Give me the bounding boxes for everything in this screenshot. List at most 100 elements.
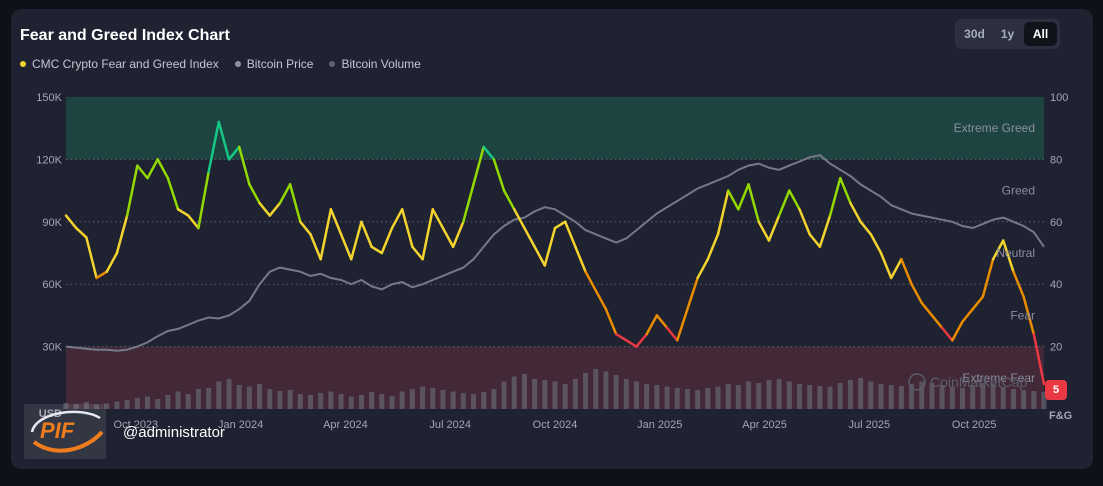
range-button-30d[interactable]: 30d (958, 22, 991, 46)
fear-greed-segment (553, 220, 567, 230)
fear-greed-segment (859, 220, 873, 236)
volume-bar (847, 380, 853, 409)
fear-greed-segment (288, 183, 302, 224)
fear-greed-segment (818, 214, 832, 249)
volume-bar (797, 384, 802, 409)
fear-greed-segment (614, 332, 628, 342)
zone-label-4: Extreme Fear (962, 371, 1035, 385)
volume-bar (226, 379, 232, 409)
volume-bar (898, 386, 904, 409)
volume-bar (430, 388, 436, 409)
fear-greed-segment (900, 257, 913, 286)
fear-greed-segment (278, 183, 292, 205)
volume-bar (460, 393, 466, 409)
volume-bar (297, 394, 303, 409)
fear-greed-segment (339, 233, 353, 261)
volume-bar (389, 396, 395, 409)
current-value-badge: 5 (1045, 380, 1067, 400)
fear-greed-segment (533, 245, 547, 267)
fear-greed-segment (350, 220, 363, 261)
fear-greed-segment (757, 220, 771, 242)
fear-greed-segment (777, 189, 791, 217)
volume-bar (104, 403, 110, 409)
volume-bar (1041, 392, 1047, 409)
volume-bar (878, 384, 884, 409)
volume-bar (379, 394, 385, 409)
volume-bar (654, 385, 660, 409)
volume-bar (308, 395, 313, 409)
legend-label-bitcoin-volume: Bitcoin Volume (341, 57, 421, 71)
volume-bar (532, 379, 538, 409)
right-axis-tick-label: 80 (1050, 154, 1062, 166)
volume-bar (623, 379, 629, 409)
fear-greed-segment (431, 208, 445, 230)
volume-bar (542, 380, 548, 409)
left-axis-tick-label: 120K (36, 154, 62, 166)
legend-item-fear-greed[interactable]: CMC Crypto Fear and Greed Index (20, 57, 219, 71)
fear-greed-segment (207, 120, 221, 174)
volume-bar (837, 383, 843, 409)
fear-greed-segment (74, 226, 88, 239)
volume-bar (807, 385, 813, 409)
fear-greed-segment (839, 176, 852, 205)
zone-band-0 (66, 97, 1044, 160)
volume-bars (63, 369, 1047, 409)
pif-logo-icon: PIF (30, 410, 104, 453)
fear-greed-segment (706, 233, 720, 261)
fear-greed-segment (309, 233, 322, 261)
watermark: CoinMarketCap (908, 373, 1027, 391)
volume-bar (73, 404, 79, 409)
volume-bar (705, 388, 711, 409)
volume-bar (715, 386, 721, 409)
fear-greed-segment (441, 226, 455, 249)
fear-greed-segment (726, 189, 740, 211)
fear-greed-segment (237, 145, 251, 186)
fear-greed-segment (635, 332, 648, 348)
volume-bar (1031, 391, 1037, 409)
legend-item-bitcoin-volume[interactable]: Bitcoin Volume (329, 57, 421, 71)
fear-greed-segment (125, 164, 139, 217)
volume-bar (165, 395, 171, 409)
fear-greed-segment (879, 251, 893, 280)
volume-bar (501, 381, 507, 409)
fear-greed-segment (523, 226, 536, 249)
legend-dot-bitcoin-price (234, 61, 241, 67)
volume-bar (674, 388, 680, 409)
legend-item-bitcoin-price[interactable]: Bitcoin Price (234, 57, 313, 71)
fear-greed-segment (513, 208, 526, 230)
fear-greed-line (64, 120, 1046, 386)
range-button-all[interactable]: All (1024, 22, 1057, 46)
range-button-1y[interactable]: 1y (991, 22, 1024, 46)
volume-bar (735, 385, 741, 409)
zone-labels: Extreme Greed Greed Neutral Fear Extreme Fea… (954, 121, 1035, 385)
fear-greed-segment (268, 201, 282, 217)
volume-bar (83, 402, 89, 409)
volume-bar (644, 384, 650, 409)
fear-greed-segment (421, 208, 434, 261)
x-axis-tick-label: Jul 2025 (849, 419, 891, 431)
volume-bar (858, 378, 864, 409)
volume-bar (746, 381, 752, 409)
fear-greed-segment (543, 226, 557, 267)
zone-label-0: Extreme Greed (954, 121, 1035, 135)
volume-bar (481, 392, 487, 409)
volume-bar (695, 390, 701, 409)
zone-label-1: Greed (1002, 184, 1035, 198)
volume-bar (603, 371, 609, 409)
fear-greed-segment (940, 326, 954, 342)
volume-bar (756, 383, 762, 409)
volume-bar (1010, 389, 1016, 409)
fear-greed-segment (808, 233, 822, 249)
volume-bar (552, 381, 558, 409)
volume-bar (572, 379, 578, 409)
legend-label-fear-greed: CMC Crypto Fear and Greed Index (32, 57, 219, 71)
volume-bar (634, 381, 639, 409)
fear-greed-segment (849, 201, 862, 224)
volume-bar (786, 381, 792, 409)
volume-bar (124, 400, 130, 409)
volume-bar (328, 391, 334, 409)
fear-greed-segment (166, 176, 180, 211)
x-axis-tick-label: Apr 2024 (323, 419, 368, 431)
fear-greed-segment (869, 233, 883, 255)
